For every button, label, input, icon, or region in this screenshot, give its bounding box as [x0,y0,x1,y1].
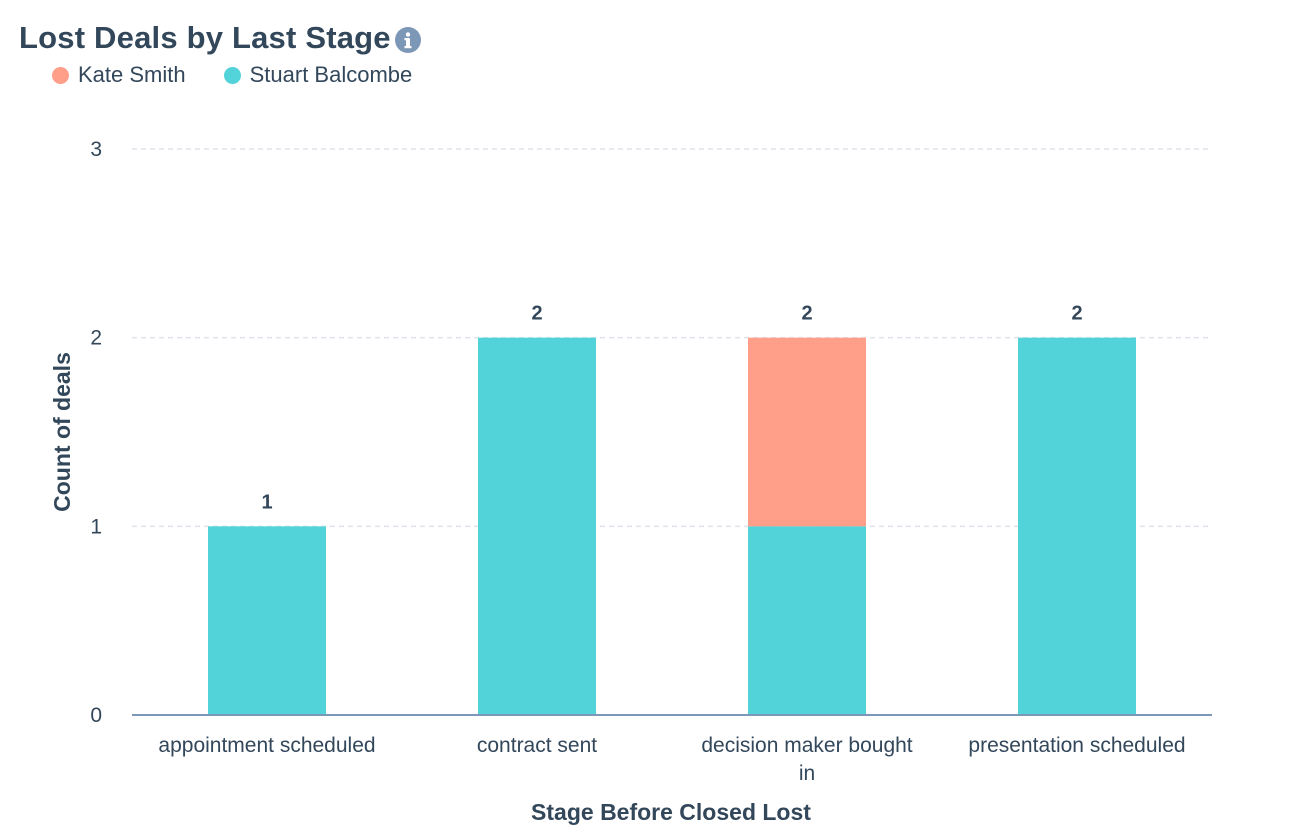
bars [208,337,1136,715]
x-tick-label: appointment scheduled [158,734,375,757]
x-axis-title: Stage Before Closed Lost [531,799,811,825]
legend-label-kate-smith: Kate Smith [78,62,186,87]
y-tick-label: 3 [90,138,102,161]
x-tick-label: in [799,762,815,785]
legend-swatch-kate-smith [52,66,69,84]
bar-total-label: 2 [531,303,542,325]
bar-segment[interactable] [748,526,866,715]
legend-label-stuart-balcombe: Stuart Balcombe [249,62,413,87]
y-tick-label: 2 [90,327,102,350]
bar-segment[interactable] [1018,337,1136,715]
info-icon[interactable] [394,26,421,53]
legend-item-stuart-balcombe[interactable]: Stuart Balcombe [223,62,413,88]
bar-total-label: 2 [801,303,812,325]
x-tick-label: decision maker bought [701,734,912,757]
chart-legend: Kate Smith Stuart Balcombe [52,62,412,88]
chart-header: Lost Deals by Last Stage [19,20,421,56]
y-tick-label: 0 [90,704,102,727]
chart-title: Lost Deals by Last Stage [19,20,391,55]
y-tick-label: 1 [90,515,102,538]
bar-total-label: 1 [261,491,272,513]
x-tick-label: presentation scheduled [968,734,1185,757]
x-tick-label: contract sent [477,734,597,757]
bar-segment[interactable] [748,337,866,527]
bar-segment[interactable] [208,526,326,715]
info-icon-glyph [404,31,412,48]
bar-total-label: 2 [1071,303,1082,325]
legend-item-kate-smith[interactable]: Kate Smith [52,62,186,88]
labels: 0 1 2 3 1 appointment scheduled 2 contract sent… [90,138,1185,785]
y-axis-title: Count of deals [49,352,75,512]
legend-swatch-stuart-balcombe [223,66,241,84]
bar-segment[interactable] [478,337,596,715]
